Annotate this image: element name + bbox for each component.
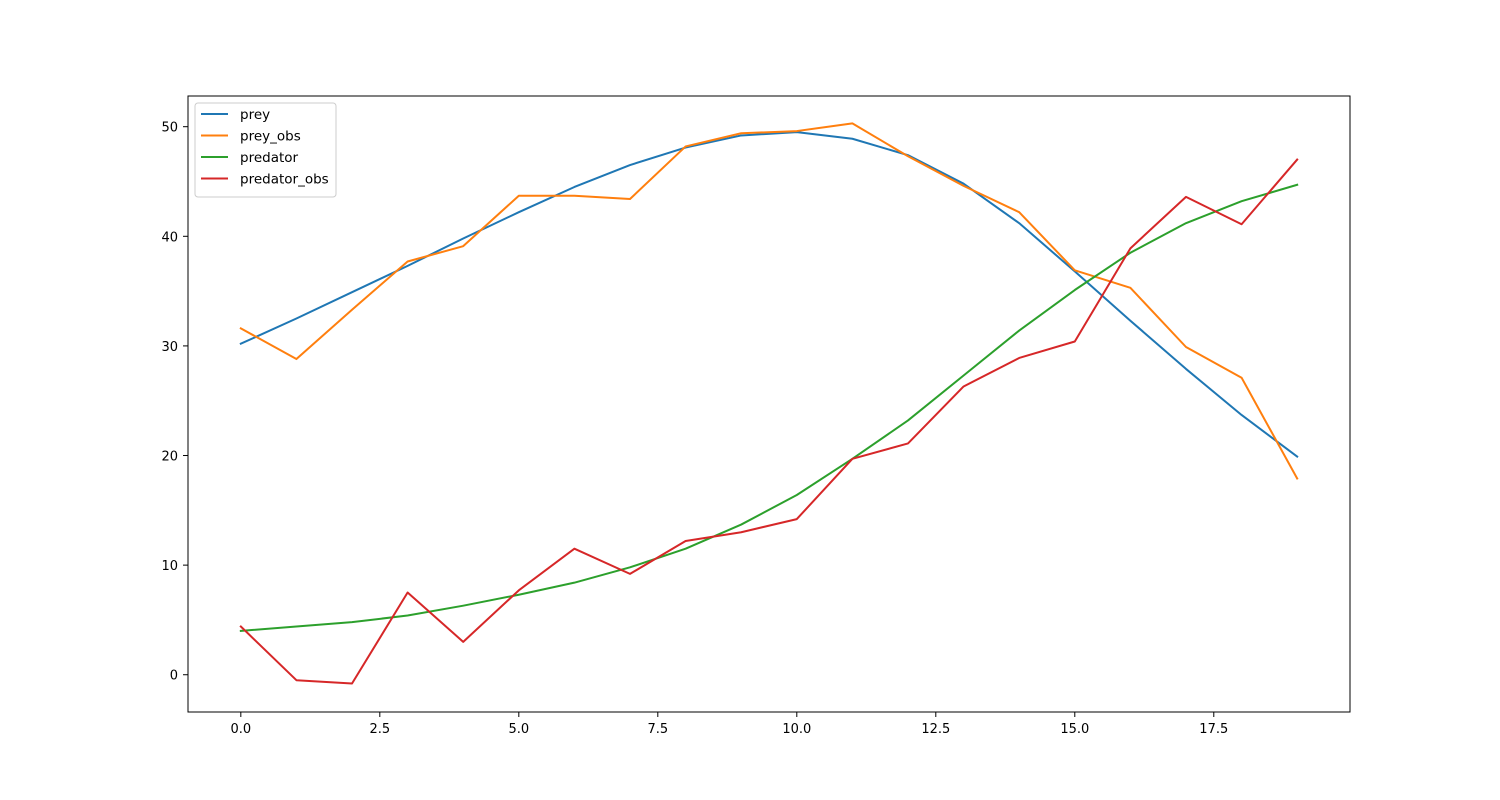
x-axis: 0.0 2.5 5.0 7.5 10.0 12.5 15.0 17.5 — [230, 712, 1228, 737]
series-line-predator — [239, 183, 1299, 632]
y-tick-label: 40 — [161, 230, 178, 245]
series-layer — [239, 122, 1299, 685]
x-tick-label: 5.0 — [508, 722, 529, 737]
series-line-prey — [239, 131, 1299, 459]
x-tick-label: 10.0 — [782, 722, 811, 737]
x-tick-label: 7.5 — [647, 722, 668, 737]
x-tick-label: 0.0 — [230, 722, 251, 737]
y-axis: 0 10 20 30 40 50 — [161, 121, 188, 684]
series-line-predator-obs — [239, 158, 1299, 685]
x-tick-label: 15.0 — [1060, 722, 1089, 737]
y-tick-label: 30 — [161, 340, 178, 355]
y-tick-label: 50 — [161, 121, 178, 136]
legend-label-prey-obs: prey_obs — [240, 129, 301, 145]
y-tick-label: 0 — [170, 669, 178, 684]
legend: prey prey_obs predator predator_obs — [194, 102, 337, 198]
legend-box — [194, 102, 337, 198]
x-tick-label: 12.5 — [921, 722, 950, 737]
x-tick-label: 17.5 — [1199, 722, 1228, 737]
legend-label-predator: predator — [240, 150, 299, 166]
y-tick-label: 20 — [161, 450, 178, 465]
legend-label-prey: prey — [240, 107, 270, 123]
axes-frame — [187, 95, 1351, 713]
y-tick-label: 10 — [161, 559, 178, 574]
legend-label-predator-obs: predator_obs — [240, 172, 329, 188]
x-tick-label: 2.5 — [369, 722, 390, 737]
series-line-prey-obs — [239, 122, 1299, 480]
